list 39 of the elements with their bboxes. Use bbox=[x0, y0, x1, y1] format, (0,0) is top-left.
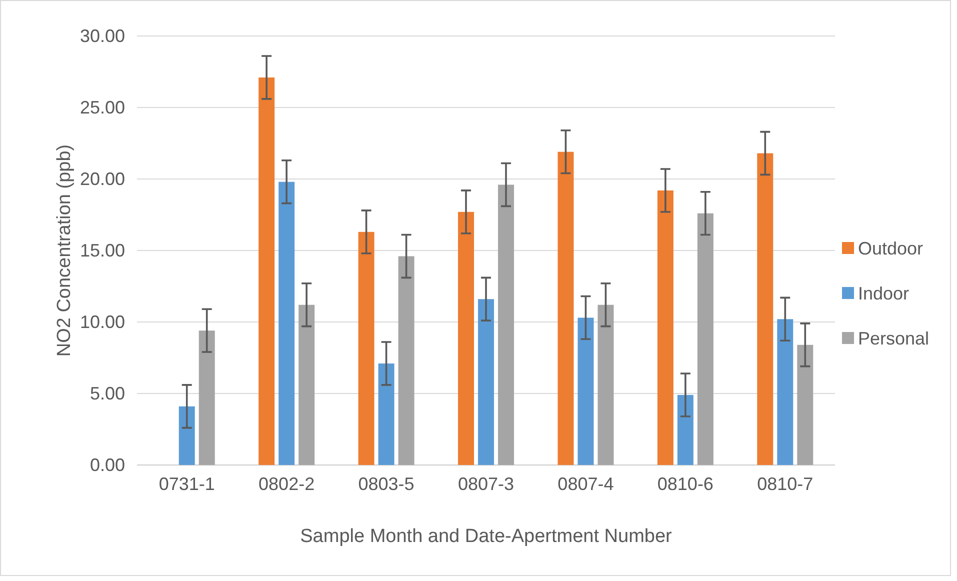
x-tick-label: 0807-3 bbox=[458, 474, 514, 494]
bar bbox=[578, 318, 594, 465]
x-axis-title: Sample Month and Date-Apertment Number bbox=[300, 526, 673, 547]
x-tick-label: 0810-6 bbox=[657, 474, 714, 494]
x-tick-label: 0802-2 bbox=[258, 474, 315, 494]
bar bbox=[498, 184, 514, 465]
bar bbox=[598, 304, 614, 465]
bar bbox=[478, 299, 494, 465]
legend-label: Indoor bbox=[858, 283, 910, 304]
legend-label: Outdoor bbox=[858, 238, 924, 258]
bar bbox=[458, 212, 474, 465]
y-tick-label: 5.00 bbox=[90, 383, 125, 404]
x-tick-label: 0807-4 bbox=[558, 474, 614, 494]
y-tick-label: 30.00 bbox=[80, 26, 125, 46]
bar bbox=[198, 330, 215, 465]
bar bbox=[378, 363, 394, 465]
y-tick-label: 20.00 bbox=[80, 168, 125, 189]
x-tick-label: 0803-5 bbox=[358, 474, 414, 494]
bar bbox=[298, 304, 315, 465]
legend-label: Personal bbox=[858, 328, 930, 348]
y-tick-label: 0.00 bbox=[90, 454, 125, 475]
bar bbox=[777, 319, 794, 465]
bar bbox=[757, 153, 774, 465]
bar bbox=[358, 232, 374, 465]
bar bbox=[258, 77, 275, 465]
x-tick-label: 0810-7 bbox=[757, 474, 814, 494]
bar bbox=[697, 213, 714, 465]
y-tick-label: 10.00 bbox=[80, 312, 125, 332]
bar bbox=[657, 190, 674, 465]
bar bbox=[677, 394, 694, 465]
bar bbox=[558, 152, 574, 465]
x-tick-label: 0731-1 bbox=[158, 474, 215, 494]
y-tick-label: 15.00 bbox=[80, 240, 125, 260]
y-tick-label: 25.00 bbox=[80, 97, 125, 118]
bar bbox=[178, 406, 195, 465]
bar bbox=[797, 344, 814, 465]
y-axis-title: NO2 Concentration (ppb) bbox=[54, 144, 75, 357]
bar bbox=[278, 182, 295, 465]
bar bbox=[398, 256, 414, 465]
